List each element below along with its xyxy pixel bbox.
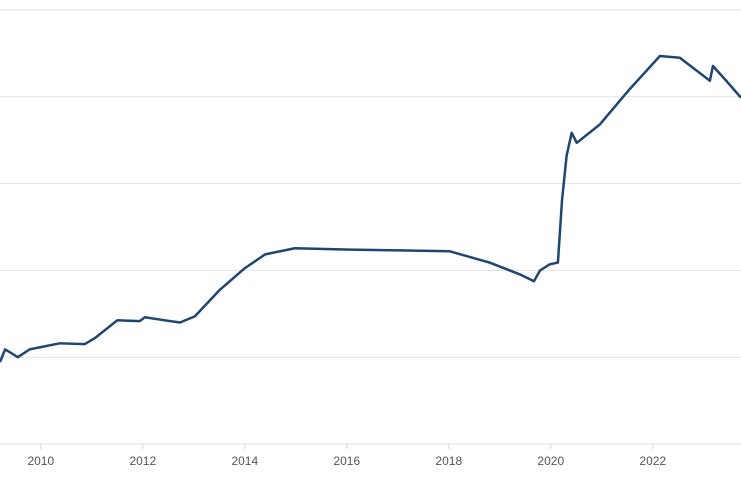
x-tick-label: 2014	[231, 454, 258, 468]
x-tick-label: 2022	[639, 454, 666, 468]
x-tick-label: 2010	[27, 454, 54, 468]
x-tick-label: 2012	[129, 454, 156, 468]
x-tick-label: 2020	[537, 454, 564, 468]
x-tick-label: 2016	[333, 454, 360, 468]
x-tick-label: 2018	[435, 454, 462, 468]
series-line	[0, 54, 741, 363]
